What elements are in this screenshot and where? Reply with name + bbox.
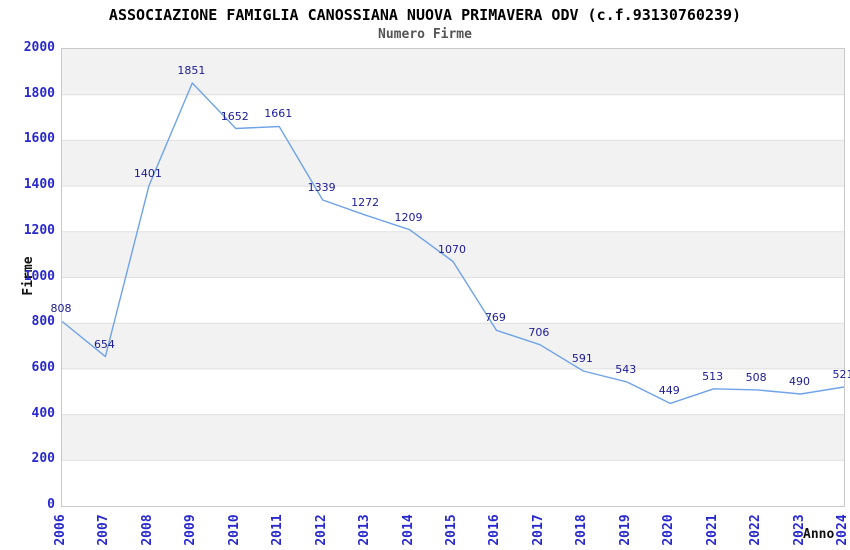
data-point-label: 1661 <box>264 107 293 121</box>
data-point-label: 1652 <box>220 109 249 123</box>
alternating-band <box>62 323 844 369</box>
x-tick-label: 2017 <box>530 514 546 546</box>
x-tick-label: 2013 <box>357 514 373 546</box>
data-point-label: 513 <box>702 369 724 383</box>
y-tick-label: 2000 <box>23 40 55 55</box>
x-axis-label: Anno <box>803 527 835 542</box>
x-tick-label: 2012 <box>313 514 329 546</box>
data-point-label: 591 <box>571 351 593 365</box>
y-tick-label: 1800 <box>23 85 55 101</box>
y-tick-label: 1400 <box>23 177 55 193</box>
x-tick-label: 2008 <box>139 514 155 546</box>
alternating-band <box>62 231 844 278</box>
y-tick-label: 800 <box>31 314 55 330</box>
data-point-label: 1851 <box>177 64 206 78</box>
x-tick-label: 2006 <box>53 514 68 546</box>
plot-area <box>61 48 845 507</box>
alternating-band <box>62 49 844 95</box>
x-tick-label: 2014 <box>400 514 416 546</box>
x-tick-label: 2010 <box>226 514 242 546</box>
data-point-label: 1401 <box>133 166 162 180</box>
y-tick-label: 1000 <box>23 268 55 284</box>
x-tick-label: 2020 <box>661 514 677 546</box>
x-tick-label: 2015 <box>444 514 459 546</box>
y-tick-label: 200 <box>31 451 55 467</box>
y-tick-label: 1200 <box>23 222 55 238</box>
data-point-label: 1339 <box>307 181 336 195</box>
alternating-band <box>62 140 844 187</box>
data-point-label: 508 <box>745 370 767 384</box>
x-tick-label: 2011 <box>270 514 286 546</box>
data-point-label: 1209 <box>394 210 423 224</box>
chart-title: ASSOCIAZIONE FAMIGLIA CANOSSIANA NUOVA P… <box>108 6 742 24</box>
x-tick-label: 2024 <box>835 514 850 546</box>
chart-subtitle: Numero Firme <box>378 27 472 42</box>
alternating-band <box>62 414 844 461</box>
x-tick-label: 2018 <box>574 514 590 546</box>
line-chart-svg <box>62 49 844 461</box>
data-point-label: 521 <box>832 367 850 381</box>
data-point-label: 449 <box>658 384 680 398</box>
data-point-label: 1070 <box>438 242 466 256</box>
y-tick-label: 600 <box>31 359 55 375</box>
data-point-label: 706 <box>528 325 550 339</box>
y-tick-label: 0 <box>47 497 55 512</box>
x-tick-label: 2009 <box>183 514 199 546</box>
data-line <box>62 82 844 405</box>
data-point-label: 808 <box>50 302 72 316</box>
data-point-label: 769 <box>484 311 506 325</box>
x-tick-label: 2019 <box>617 514 633 546</box>
y-tick-label: 1600 <box>23 131 55 147</box>
x-tick-label: 2007 <box>96 514 112 546</box>
data-point-label: 490 <box>789 375 811 389</box>
x-tick-label: 2021 <box>704 514 720 546</box>
y-tick-label: 400 <box>31 405 55 421</box>
data-point-label: 543 <box>615 362 637 376</box>
data-point-label: 1272 <box>351 196 380 210</box>
x-tick-label: 2016 <box>487 514 503 546</box>
data-point-label: 654 <box>93 337 115 351</box>
x-tick-label: 2022 <box>748 514 764 546</box>
